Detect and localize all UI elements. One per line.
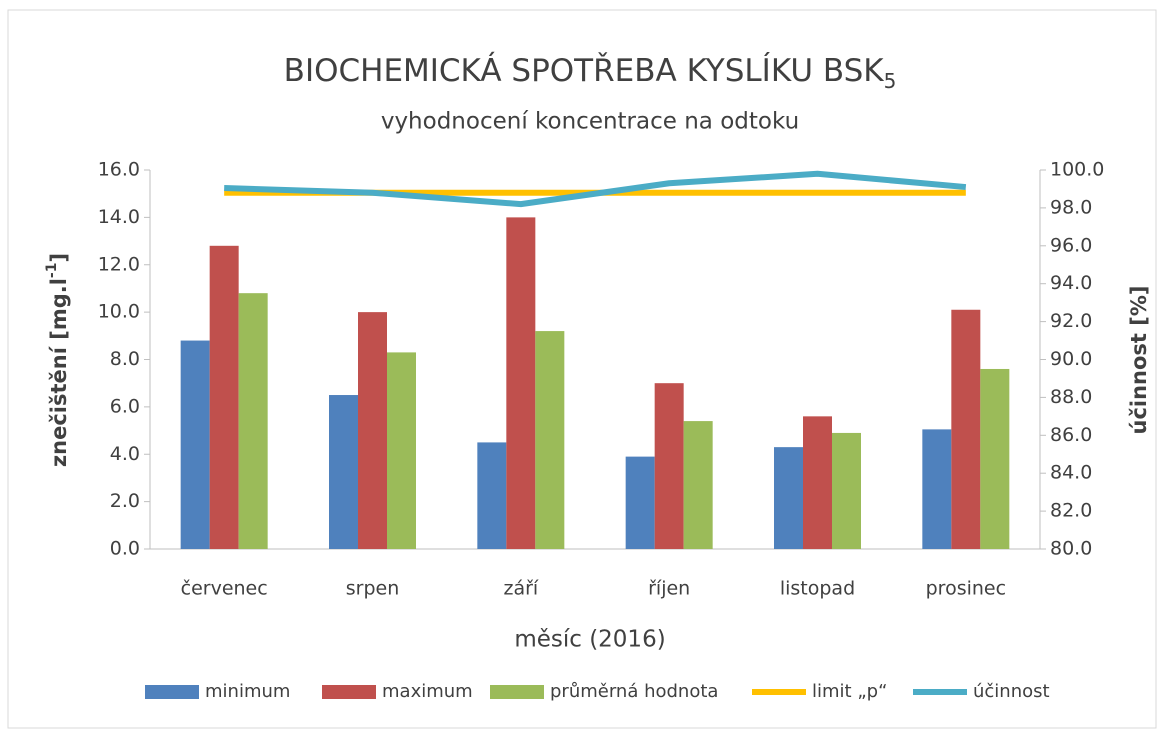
y2-tick-label: 94.0 [1050, 272, 1092, 294]
line-series [224, 170, 967, 208]
y-axis-label: znečištění [mg.l-1] [44, 253, 71, 467]
bar [535, 331, 565, 549]
legend-label: limit „p“ [812, 681, 887, 702]
legend-label: průměrná hodnota [550, 681, 718, 702]
y-tick-label: 4.0 [110, 443, 140, 465]
bar [506, 217, 536, 549]
y2-tick-label: 80.0 [1050, 538, 1092, 560]
chart-subtitle: vyhodnocení koncentrace na odtoku [381, 109, 799, 135]
bar [477, 442, 507, 549]
y2-tick-label: 98.0 [1050, 196, 1092, 218]
x-axis-label: měsíc (2016) [514, 627, 665, 653]
bar [774, 447, 803, 549]
legend-label: maximum [382, 681, 473, 702]
y-tick-label: 8.0 [110, 348, 140, 370]
y2-tick-label: 100.0 [1050, 159, 1104, 181]
x-tick-label: prosinec [926, 578, 1006, 600]
y2-tick-label: 84.0 [1050, 462, 1092, 484]
bar [683, 421, 713, 549]
bar [387, 352, 416, 549]
y-tick-label: 10.0 [98, 301, 140, 323]
y2-tick-label: 90.0 [1050, 348, 1092, 370]
y-tick-label: 6.0 [110, 395, 140, 417]
x-tick-label: listopad [780, 578, 855, 600]
y2-tick-label: 82.0 [1050, 500, 1092, 522]
bar [654, 383, 684, 549]
bar [803, 416, 832, 549]
bar [209, 245, 239, 550]
y-label-main: znečištění [mg.l [47, 278, 71, 467]
x-tick-label: srpen [346, 578, 400, 600]
bar [358, 312, 387, 549]
y2-axis-label: účinnost [%] [1127, 285, 1151, 434]
bar [180, 340, 210, 549]
y-tick-label: 14.0 [98, 206, 140, 228]
x-tick-label: říjen [648, 578, 690, 600]
chart-title: BIOCHEMICKÁ SPOTŘEBA KYSLÍKU BSK5 [284, 53, 897, 93]
legend-swatch [322, 685, 376, 699]
y-tick-label: 0.0 [110, 538, 140, 560]
legend-label: účinnost [973, 681, 1050, 702]
bar [832, 432, 861, 549]
y-tick-label: 12.0 [98, 253, 140, 275]
bar [980, 368, 1010, 549]
y2-tick-label: 96.0 [1050, 234, 1092, 256]
y-label-end: ] [47, 253, 71, 263]
bar [329, 395, 358, 549]
y-tick-label: 16.0 [98, 159, 140, 181]
legend-swatch [145, 685, 199, 699]
title-subscript: 5 [884, 69, 897, 93]
y-label-sup: -1 [44, 263, 60, 279]
title-main: BIOCHEMICKÁ SPOTŘEBA KYSLÍKU BSK [284, 53, 885, 89]
x-tick-label: září [503, 578, 538, 600]
y2-tick-label: 86.0 [1050, 424, 1092, 446]
legend-swatch [490, 685, 544, 699]
bar [625, 456, 655, 549]
x-tick-label: červenec [181, 578, 268, 600]
bar [238, 293, 268, 549]
bar [951, 309, 981, 549]
y2-tick-label: 88.0 [1050, 386, 1092, 408]
y-tick-label: 2.0 [110, 490, 140, 512]
bar [922, 429, 952, 549]
legend-label: minimum [205, 681, 290, 702]
y2-tick-label: 92.0 [1050, 310, 1092, 332]
